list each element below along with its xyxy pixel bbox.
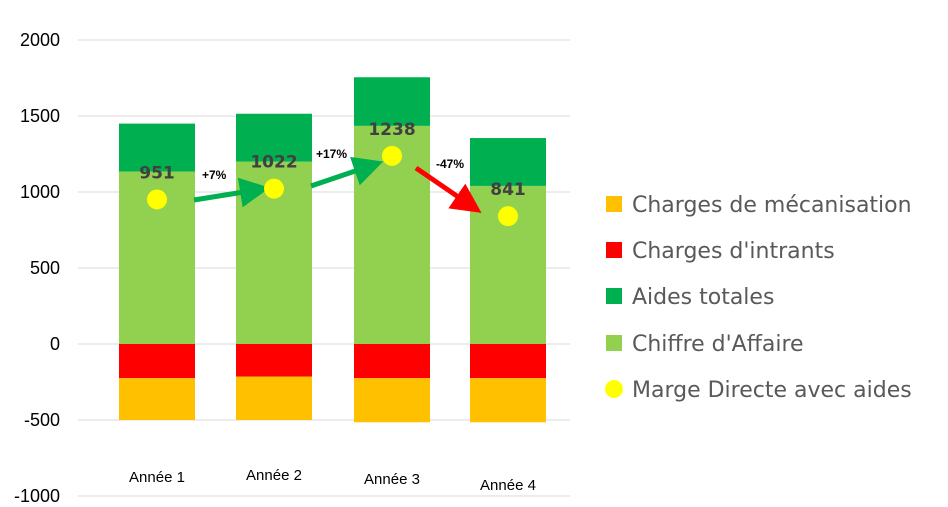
y-tick-label: -1000 <box>14 486 60 506</box>
legend-label: Charges de mécanisation <box>632 193 912 218</box>
legend-label: Charges d'intrants <box>632 239 835 264</box>
bar-segment <box>119 378 195 420</box>
y-tick-label: 2000 <box>20 30 60 50</box>
bar-segment <box>119 344 195 379</box>
legend: Charges de mécanisation Charges d'intrant… <box>605 193 912 403</box>
legend-swatch <box>606 335 622 351</box>
bar-segment <box>470 378 546 423</box>
y-tick-label: 1000 <box>20 182 60 202</box>
legend-marker <box>605 380 623 398</box>
x-axis: Année 1 Année 2 Année 3 Année 4 <box>129 467 536 494</box>
data-label: 1022 <box>250 153 297 173</box>
change-arrow <box>193 177 270 208</box>
bar-segment <box>236 376 312 420</box>
marge-markers: 951 1022 1238 841 <box>139 120 526 227</box>
legend-swatch <box>606 242 622 258</box>
change-arrow <box>310 156 384 189</box>
change-label: +7% <box>202 168 227 182</box>
y-tick-label: 1500 <box>20 106 60 126</box>
legend-label: Chiffre d'Affaire <box>632 332 804 357</box>
y-tick-label: 500 <box>30 258 60 278</box>
bar-segment <box>354 378 430 423</box>
marge-point <box>382 145 402 166</box>
x-tick-label: Année 4 <box>480 477 536 494</box>
marge-point <box>147 189 167 210</box>
bars <box>119 77 546 423</box>
bar-segment <box>119 123 195 172</box>
x-tick-label: Année 2 <box>246 467 302 484</box>
legend-label: Aides totales <box>632 285 774 310</box>
legend-swatch <box>606 196 622 212</box>
bar-segment <box>236 113 312 162</box>
y-axis: 2000 1500 1000 500 0 -500 -1000 <box>14 30 60 506</box>
change-label: +17% <box>316 147 347 161</box>
change-arrow <box>414 165 482 213</box>
change-label: -47% <box>436 157 464 171</box>
marge-point <box>264 178 284 199</box>
bar-segment <box>236 344 312 377</box>
data-label: 951 <box>139 163 175 183</box>
legend-swatch <box>606 288 622 304</box>
bar-segment <box>354 344 430 379</box>
bar-segment <box>354 77 430 126</box>
legend-label: Marge Directe avec aides <box>632 378 912 403</box>
y-tick-label: -500 <box>24 410 60 430</box>
data-label: 841 <box>490 180 526 200</box>
y-tick-label: 0 <box>50 334 60 354</box>
x-tick-label: Année 3 <box>364 471 420 488</box>
marge-point <box>498 206 518 227</box>
data-label: 1238 <box>368 120 415 140</box>
bar-segment <box>470 344 546 379</box>
change-arrows: +7% +17% -47% <box>193 147 482 213</box>
x-tick-label: Année 1 <box>129 469 185 486</box>
bar-segment <box>470 138 546 186</box>
